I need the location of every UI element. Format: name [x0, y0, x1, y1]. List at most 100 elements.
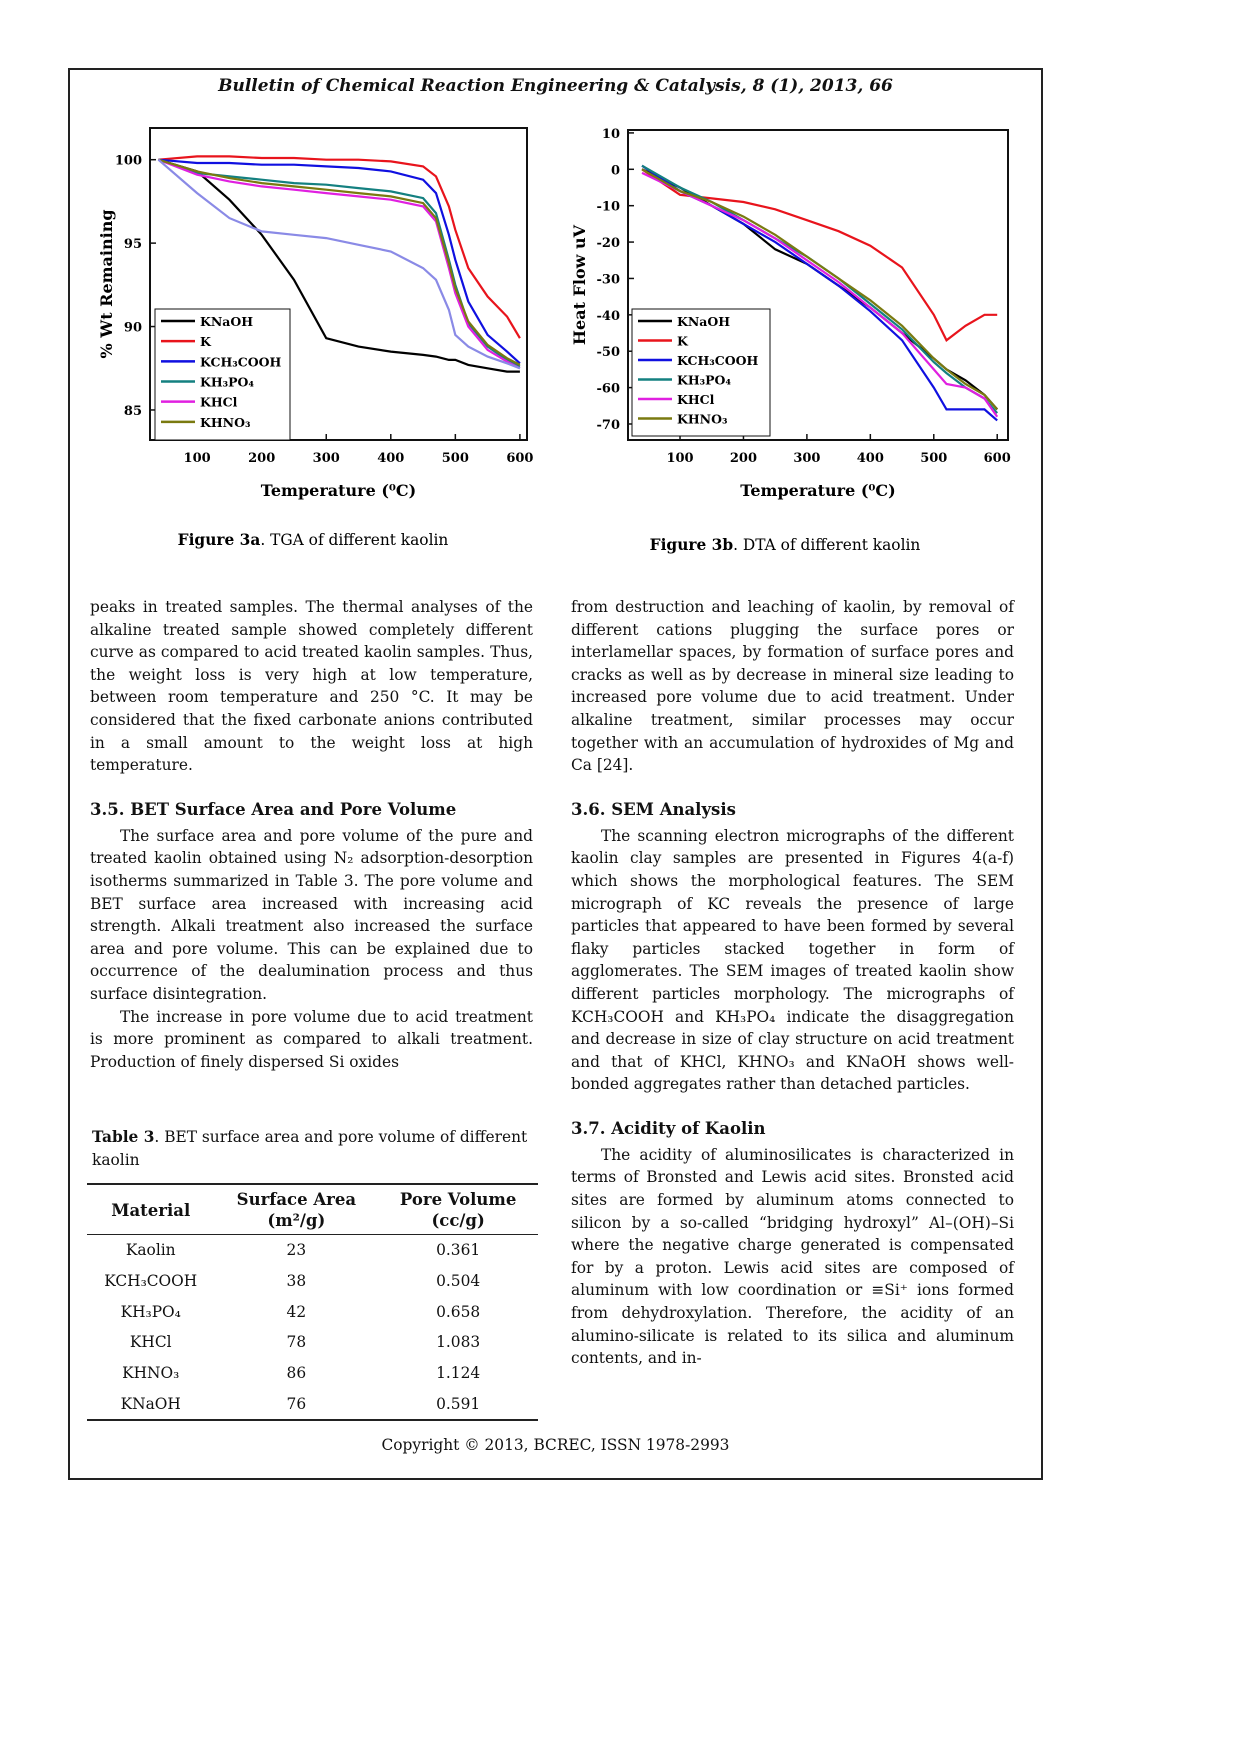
- table-cell: 1.124: [436, 1364, 481, 1383]
- y-tick-label: 0: [611, 163, 620, 178]
- y-tick-label: -50: [597, 345, 621, 360]
- table-cell: KHCl: [129, 1333, 172, 1352]
- figure-label: Figure 3b: [650, 536, 734, 554]
- legend-label: KHCl: [200, 395, 238, 410]
- y-tick-label: -30: [597, 272, 621, 287]
- table-header: Material Surface Area (m²/g) Pore Volume (…: [87, 1183, 538, 1235]
- section-heading: 3.7. Acidity of Kaolin: [571, 1118, 766, 1138]
- table-caption: Table 3. BET surface area and pore volum…: [92, 1126, 532, 1171]
- legend-label: KCH₃COOH: [677, 353, 758, 368]
- left-column: peaks in treated samples. The thermal an…: [90, 596, 533, 1073]
- series-line: [157, 158, 521, 370]
- y-tick-label: 10: [602, 127, 620, 142]
- x-tick-label: 600: [506, 451, 533, 466]
- y-axis-label: % Wt Remaining: [97, 209, 116, 358]
- legend-label: KH₃PO₄: [200, 375, 254, 390]
- y-tick-label: 100: [115, 154, 142, 169]
- paragraph: The scanning electron micrographs of the…: [571, 826, 1014, 1094]
- legend-label: KHNO₃: [677, 412, 727, 427]
- series-line: [158, 158, 521, 366]
- legend-box: [154, 308, 291, 441]
- paragraph: peaks in treated samples. The thermal an…: [90, 598, 533, 775]
- column-header: Surface Area (m²/g): [214, 1183, 379, 1235]
- legend-label: KH₃PO₄: [677, 373, 731, 388]
- table-cell: 0.591: [378, 1388, 538, 1422]
- table: Material Surface Area (m²/g) Pore Volume (…: [87, 1183, 538, 1422]
- y-tick-label: -60: [597, 382, 621, 397]
- legend-label: K: [677, 334, 689, 349]
- x-tick-label: 100: [184, 451, 211, 466]
- figures: 100 200 300 400 500 600859095100KNaOHKKCH₃COO…: [97, 127, 1011, 554]
- legend-label: KNaOH: [677, 314, 730, 329]
- section-heading: 3.5. BET Surface Area and Pore Volume: [90, 799, 457, 819]
- x-tick-label: 300: [313, 451, 340, 466]
- table-cell: 78: [286, 1333, 307, 1352]
- legend-label: K: [200, 334, 212, 349]
- x-tick-label: 500: [442, 451, 469, 466]
- table-cell: 76: [214, 1388, 379, 1422]
- x-axis-label: Temperature (⁰C): [740, 481, 895, 500]
- table-cell: KNaOH: [87, 1388, 215, 1422]
- x-tick-label: 600: [984, 451, 1011, 466]
- legend-box: [631, 308, 771, 437]
- plot-frame: [627, 129, 1009, 441]
- table-cell: 0.658: [436, 1302, 481, 1321]
- y-tick-label: 90: [124, 321, 142, 336]
- table-row: KH₃PO₄ 42 0.658: [87, 1296, 538, 1327]
- paragraph: The increase in pore volume due to acid …: [90, 1007, 533, 1071]
- series-line: [158, 155, 521, 339]
- y-tick-label: 95: [124, 237, 142, 252]
- table-row: KHNO₃ 86 1.124: [87, 1358, 538, 1389]
- table-cell: 1.083: [436, 1333, 481, 1352]
- x-tick-label: 300: [793, 451, 820, 466]
- x-tick-label: 200: [730, 451, 757, 466]
- page-frame: [68, 68, 1043, 1480]
- y-axis-label: Heat Flow uV: [570, 224, 589, 345]
- paragraph: The acidity of aluminosilicates is chara…: [571, 1145, 1014, 1368]
- table-cell: 0.504: [436, 1272, 481, 1291]
- legend-label: KNaOH: [200, 314, 253, 329]
- x-tick-label: 500: [920, 451, 947, 466]
- table-cell: 42: [286, 1302, 307, 1321]
- table-caption-text: . BET surface area and pore volume of di…: [92, 1128, 528, 1169]
- table-cell: KCH₃COOH: [104, 1272, 198, 1291]
- figure-caption-text: . DTA of different kaolin: [733, 536, 920, 554]
- figure-caption: Figure 3b. DTA of different kaolin: [650, 536, 921, 554]
- column-header: Pore Volume (cc/g): [378, 1183, 538, 1235]
- right-column: from destruction and leaching of kaolin,…: [571, 596, 1014, 1370]
- table-row: Kaolin 23 0.361: [87, 1235, 538, 1266]
- paragraph: The surface area and pore volume of the …: [90, 826, 533, 1003]
- table-cell: Kaolin: [125, 1241, 176, 1260]
- series-line: [158, 158, 521, 365]
- series-line: [158, 158, 520, 373]
- y-tick-label: 85: [124, 404, 142, 419]
- x-tick-label: 100: [666, 451, 693, 466]
- table-cell: 38: [286, 1272, 307, 1291]
- series-line: [641, 171, 999, 418]
- table-row: KCH₃COOH 38 0.504: [87, 1266, 538, 1297]
- y-tick-label: -20: [597, 236, 621, 251]
- x-tick-label: 400: [377, 451, 404, 466]
- footer: Copyright © 2013, BCREC, ISSN 1978-2993: [381, 1436, 730, 1454]
- y-tick-label: -10: [597, 200, 621, 215]
- section-heading: 3.6. SEM Analysis: [571, 799, 736, 819]
- x-tick-label: 400: [857, 451, 884, 466]
- legend-label: KHNO₃: [200, 415, 250, 430]
- series-line: [641, 168, 998, 342]
- plot-frame: [149, 127, 528, 441]
- table-label: Table 3: [92, 1128, 155, 1146]
- x-axis-label: Temperature (⁰C): [261, 481, 416, 500]
- legend-label: KCH₃COOH: [200, 354, 281, 369]
- column-header: Material: [87, 1183, 215, 1235]
- table-cell: 23: [286, 1241, 307, 1260]
- table-body: Kaolin 23 0.361 KCH₃COOH 38 0.504 KH₃PO₄ 42 0.65…: [87, 1235, 538, 1422]
- table-cell: KHNO₃: [122, 1364, 180, 1383]
- table-cell: KH₃PO₄: [120, 1302, 181, 1321]
- y-tick-label: -70: [597, 418, 621, 433]
- table-cell: 86: [286, 1364, 307, 1383]
- table-cell: 0.361: [436, 1241, 481, 1260]
- figure-label: Figure 3a: [178, 531, 261, 549]
- table-row: KNaOH 76 0.591: [87, 1388, 538, 1422]
- figure-caption-text: . TGA of different kaolin: [260, 531, 448, 549]
